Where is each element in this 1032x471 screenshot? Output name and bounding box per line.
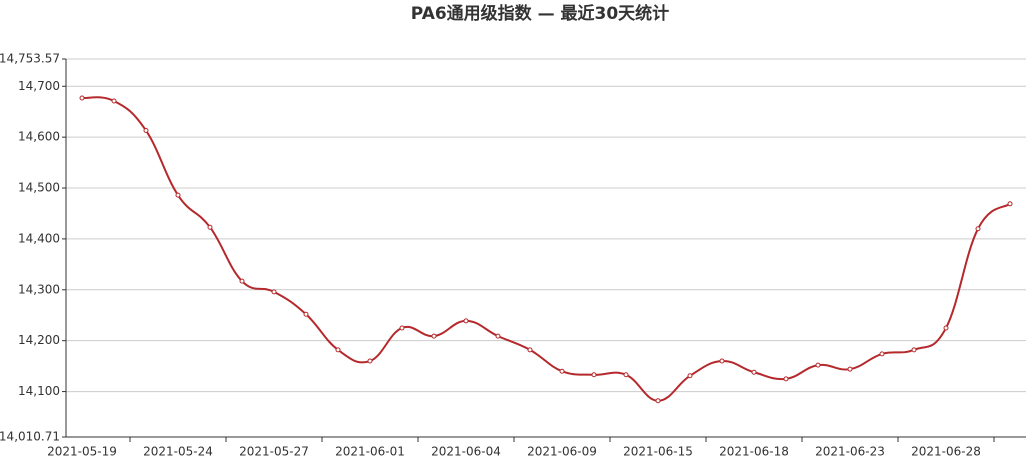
point [847, 366, 853, 372]
x-tick-label: 2021-06-23 [815, 445, 885, 459]
point [367, 358, 373, 364]
point [399, 325, 405, 331]
y-tick-label: 14,500 [18, 181, 60, 195]
x-tick-label: 2021-06-04 [431, 445, 501, 459]
point [111, 98, 117, 104]
y-tick-label: 14,100 [18, 384, 60, 398]
x-tick-label: 2021-05-19 [47, 445, 117, 459]
point [431, 333, 437, 339]
x-tick-label: 2021-06-09 [527, 445, 597, 459]
y-tick-label: 14,400 [18, 231, 60, 245]
x-tick-label: 2021-06-18 [719, 445, 789, 459]
point [655, 398, 661, 404]
point [687, 373, 693, 379]
y-tick-label: 14,753.57 [0, 52, 60, 66]
point [591, 372, 597, 378]
x-tick-label: 2021-05-24 [143, 445, 213, 459]
point [623, 372, 629, 378]
chart-title: PA6通用级指数 — 最近30天统计 [411, 3, 669, 24]
x-tick-label: 2021-05-27 [239, 445, 309, 459]
point [559, 368, 565, 374]
y-tick-label: 14,600 [18, 130, 60, 144]
point [175, 192, 181, 198]
point [207, 224, 213, 230]
point [879, 351, 885, 357]
point [495, 333, 501, 339]
y-tick-label: 14,700 [18, 79, 60, 93]
point [783, 376, 789, 382]
x-tick-label: 2021-06-28 [911, 445, 981, 459]
point [815, 362, 821, 368]
point [751, 369, 757, 375]
point [975, 226, 981, 232]
point [1007, 201, 1013, 207]
y-tick-label: 14,200 [18, 333, 60, 347]
point [463, 318, 469, 324]
line [81, 96, 1011, 402]
point [143, 128, 149, 134]
point [79, 95, 85, 101]
point [943, 325, 949, 331]
point [303, 311, 309, 317]
point [911, 347, 917, 353]
x-tick-label: 2021-06-15 [623, 445, 693, 459]
point [335, 347, 341, 353]
y-tick-label: 14,300 [18, 282, 60, 296]
x-tick-label: 2021-06-01 [335, 445, 405, 459]
point [719, 358, 725, 364]
point [239, 278, 245, 284]
point [527, 347, 533, 353]
y-tick-label: 14,010.71 [0, 430, 60, 444]
point [271, 289, 277, 295]
